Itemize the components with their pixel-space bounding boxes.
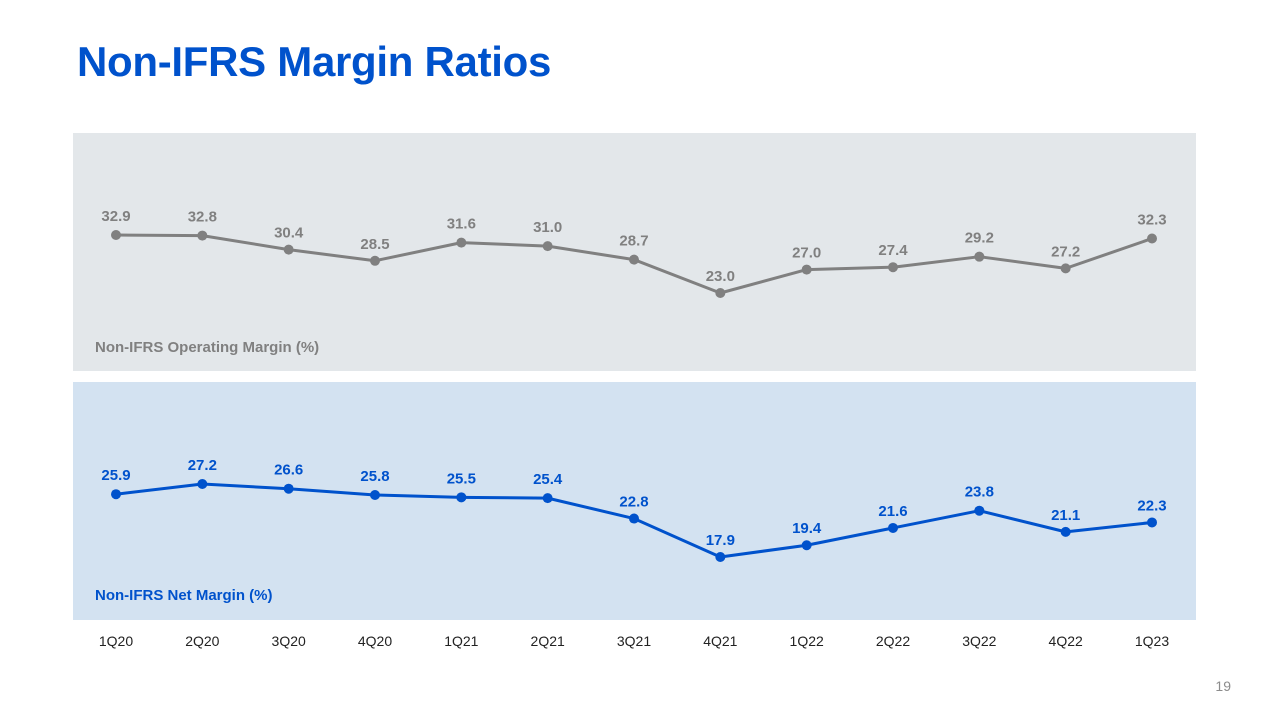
net-margin-point bbox=[197, 479, 208, 489]
net-margin-data-label: 22.3 bbox=[1137, 497, 1166, 514]
net-margin-point bbox=[283, 483, 294, 494]
op-margin-data-label: 32.9 bbox=[101, 208, 130, 225]
op-margin-data-label: 28.5 bbox=[360, 236, 389, 253]
net-margin-data-label: 25.5 bbox=[447, 470, 476, 487]
net-margin-data-label: 21.6 bbox=[878, 503, 907, 520]
x-tick-label: 1Q21 bbox=[444, 633, 478, 649]
op-margin-data-label: 31.0 bbox=[533, 219, 562, 236]
op-margin-point bbox=[456, 237, 467, 248]
net-margin-label: Non-IFRS Net Margin (%) bbox=[95, 587, 273, 604]
x-tick-label: 3Q20 bbox=[272, 633, 306, 649]
x-tick-label: 4Q22 bbox=[1049, 633, 1083, 649]
x-tick-label: 2Q22 bbox=[876, 633, 910, 649]
operating-margin-label: Non-IFRS Operating Margin (%) bbox=[95, 339, 320, 356]
x-tick-label: 3Q21 bbox=[617, 633, 651, 649]
op-margin-data-label: 27.0 bbox=[792, 245, 821, 262]
net-margin-point bbox=[629, 513, 639, 524]
x-tick-label: 1Q22 bbox=[790, 633, 824, 649]
op-margin-point bbox=[197, 230, 208, 241]
op-margin-data-label: 23.0 bbox=[706, 268, 735, 285]
op-margin-point bbox=[974, 251, 985, 262]
op-margin-data-label: 30.4 bbox=[274, 225, 304, 242]
net-margin-data-label: 25.4 bbox=[533, 471, 563, 488]
net-margin-point bbox=[1060, 526, 1071, 537]
x-tick-label: 2Q20 bbox=[185, 633, 219, 649]
x-tick-label: 4Q21 bbox=[703, 633, 737, 649]
net-margin-data-label: 25.9 bbox=[101, 467, 130, 484]
net-margin-data-label: 26.6 bbox=[274, 462, 303, 479]
operating-margin-panel: Non-IFRS Operating Margin (%) bbox=[73, 133, 1196, 371]
x-tick-label: 1Q23 bbox=[1135, 633, 1169, 649]
op-margin-point bbox=[715, 288, 726, 298]
op-margin-data-label: 32.8 bbox=[188, 209, 217, 226]
net-margin-point bbox=[1147, 517, 1157, 528]
net-margin-data-label: 21.1 bbox=[1051, 507, 1080, 524]
op-margin-point bbox=[542, 241, 553, 252]
net-margin-point bbox=[715, 552, 726, 562]
net-margin-point bbox=[888, 522, 898, 533]
op-margin-point bbox=[1060, 263, 1071, 274]
x-tick-label: 1Q20 bbox=[99, 633, 133, 649]
net-margin-data-label: 22.8 bbox=[619, 494, 648, 511]
net-margin-data-label: 23.8 bbox=[965, 484, 994, 501]
net-margin-point bbox=[542, 493, 553, 504]
x-tick-label: 4Q20 bbox=[358, 633, 392, 649]
net-margin-data-label: 27.2 bbox=[188, 457, 217, 474]
op-margin-point bbox=[629, 254, 639, 265]
op-margin-point bbox=[111, 230, 121, 240]
op-margin-point bbox=[283, 244, 294, 255]
net-margin-point bbox=[456, 492, 467, 503]
net-margin-data-label: 25.8 bbox=[360, 468, 389, 485]
op-margin-data-label: 31.6 bbox=[447, 216, 476, 233]
x-tick-label: 2Q21 bbox=[531, 633, 565, 649]
net-margin-data-label: 19.4 bbox=[792, 520, 822, 537]
net-margin-point bbox=[370, 489, 380, 500]
op-margin-data-label: 27.2 bbox=[1051, 243, 1080, 260]
net-margin-point bbox=[974, 505, 985, 516]
op-margin-point bbox=[888, 262, 898, 273]
op-margin-data-label: 28.7 bbox=[619, 233, 648, 250]
x-tick-label: 3Q22 bbox=[962, 633, 996, 649]
net-margin-point bbox=[801, 540, 812, 551]
op-margin-point bbox=[1147, 233, 1157, 244]
page-number: 19 bbox=[1215, 678, 1231, 694]
net-margin-data-label: 17.9 bbox=[706, 532, 735, 549]
page-title: Non-IFRS Margin Ratios bbox=[77, 38, 552, 85]
op-margin-data-label: 27.4 bbox=[878, 242, 908, 259]
op-margin-point bbox=[370, 255, 380, 266]
op-margin-data-label: 29.2 bbox=[965, 230, 994, 247]
net-margin-point bbox=[111, 489, 121, 500]
op-margin-point bbox=[801, 264, 812, 275]
net-margin-panel: Non-IFRS Net Margin (%) bbox=[73, 382, 1196, 620]
op-margin-data-label: 32.3 bbox=[1137, 212, 1166, 229]
